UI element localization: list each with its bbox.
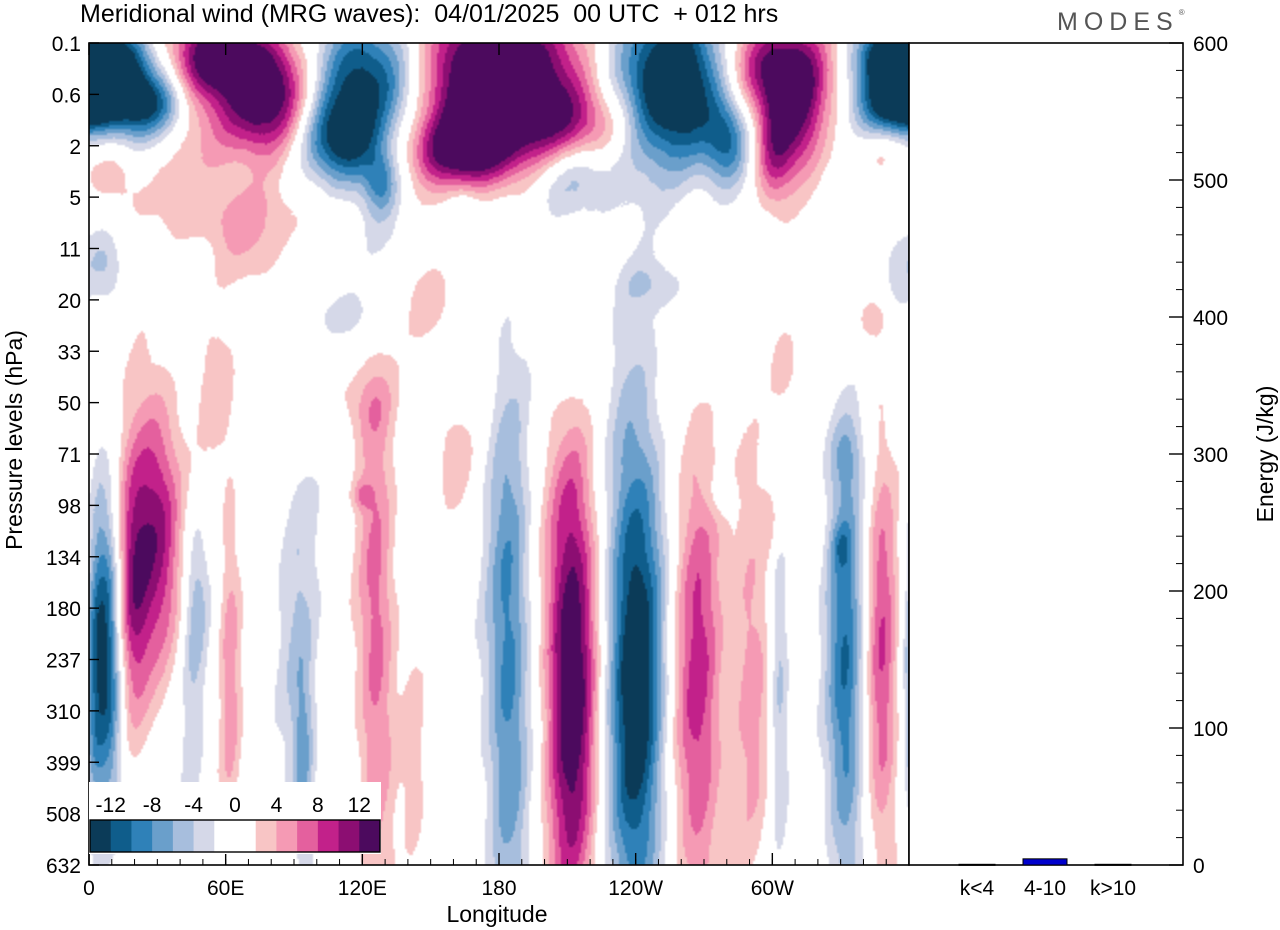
energy-axis: 0 100 200 300 400 500 600 (1169, 33, 1228, 878)
energy-tick-label: 200 (1193, 581, 1228, 604)
y-tick-label: 0.1 (52, 33, 81, 56)
energy-bar (958, 863, 996, 866)
x-tick-label: 60E (207, 877, 244, 900)
y-tick-label: 11 (59, 239, 81, 262)
y-tick-label: 71 (58, 444, 81, 467)
colorbar-label: 0 (229, 794, 241, 817)
colorbar-swatch (255, 820, 277, 852)
y-tick-label: 20 (58, 290, 81, 313)
energy-bar (1022, 858, 1068, 866)
bar-panel-frame (908, 42, 1184, 866)
y-tick-label: 508 (46, 804, 81, 827)
x-tick-label: 180 (481, 877, 516, 900)
y-tick-label: 50 (58, 393, 81, 416)
x-tick-label: 120W (608, 877, 663, 900)
colorbar-swatch (338, 820, 360, 852)
longitude-axis: 0 60E 120E 180 120W 60W (83, 43, 910, 900)
energy-tick-label: 0 (1193, 855, 1205, 878)
colorbar-label: -12 (96, 794, 126, 817)
colorbar-swatch (297, 820, 319, 852)
modes-logo: MODES® (1057, 8, 1185, 37)
wavenumber-label: k>10 (1090, 877, 1136, 900)
wavenumber-label: 4-10 (1024, 877, 1066, 900)
x-axis-label: Longitude (446, 901, 547, 927)
energy-bars (958, 858, 1132, 866)
x-tick-label: 120E (338, 877, 387, 900)
energy-axis-label: Energy (J/kg) (1252, 386, 1278, 523)
colorbar-swatch (110, 820, 132, 852)
chart-title: Meridional wind (MRG waves): 04/01/2025 … (80, 0, 779, 28)
colorbar-swatch (131, 820, 153, 852)
x-tick-label: 0 (83, 877, 95, 900)
pressure-axis: 0.1 0.6 2 5 11 20 33 50 71 98 134 180 237 310 399 508 63… (46, 33, 99, 878)
energy-tick-label: 500 (1193, 170, 1228, 193)
colorbar-frame (89, 819, 381, 853)
y-tick-label: 134 (46, 547, 81, 570)
energy-tick-label: 300 (1193, 444, 1228, 467)
y-tick-label: 399 (46, 752, 81, 775)
colorbar-label: -8 (143, 794, 162, 817)
colorbar-swatch (193, 820, 215, 852)
y-tick-label: 0.6 (52, 84, 81, 107)
colorbar-label: 4 (271, 794, 283, 817)
wavenumber-axis: k<4 4-10 k>10 (960, 877, 1136, 900)
colorbar-swatch (214, 820, 236, 852)
colorbar-swatch (276, 820, 298, 852)
colorbar-label: 12 (348, 794, 371, 817)
colorbar-swatch (317, 820, 340, 852)
colorbar-label: 8 (312, 794, 324, 817)
energy-bar-chart: 0 100 200 300 400 500 600 k<4 4-10 k>10 (908, 33, 1228, 900)
colorbar-swatch (172, 820, 195, 852)
wavenumber-label: k<4 (960, 877, 995, 900)
y-tick-label: 2 (69, 136, 81, 159)
colorbar-swatch (235, 820, 257, 852)
logo-text: MODES (1057, 8, 1179, 36)
y-tick-label: 33 (58, 341, 81, 364)
colorbar-swatch (90, 820, 112, 852)
energy-tick-label: 600 (1193, 33, 1228, 56)
colorbar-swatch (359, 820, 381, 852)
colorbar-swatch (152, 820, 174, 852)
y-tick-label: 98 (58, 495, 81, 518)
y-tick-label: 180 (46, 598, 81, 621)
colorbar-label: -4 (184, 794, 203, 817)
y-tick-label: 632 (46, 855, 81, 878)
energy-tick-label: 400 (1193, 307, 1228, 330)
colorbar: -12 -8 -4 0 4 8 12 (89, 782, 381, 854)
energy-tick-label: 100 (1193, 718, 1228, 741)
y-axis-label: Pressure levels (hPa) (1, 330, 27, 550)
x-tick-label: 60W (751, 877, 794, 900)
heatmap-plot (88, 42, 910, 866)
y-tick-label: 5 (69, 187, 81, 210)
y-tick-label: 310 (46, 701, 81, 724)
logo-registered-mark: ® (1178, 8, 1185, 17)
energy-bar (1094, 863, 1132, 866)
wind-field-image (89, 43, 909, 865)
y-tick-label: 237 (46, 650, 81, 673)
